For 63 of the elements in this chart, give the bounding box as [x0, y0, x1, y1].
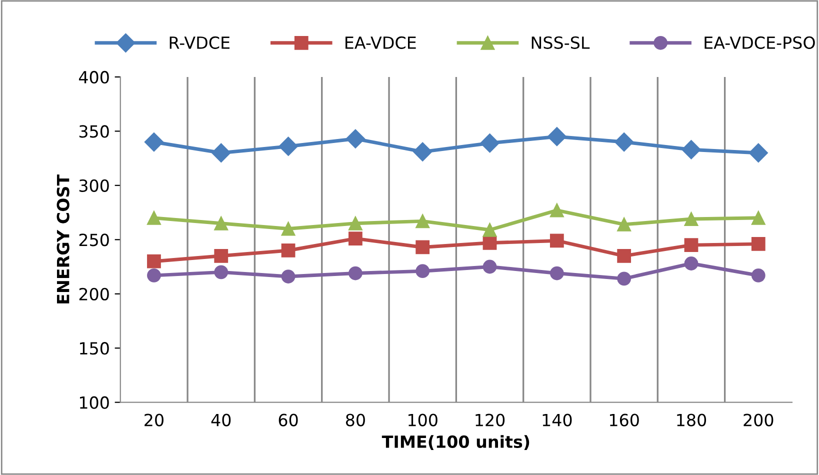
x-axis-title: TIME(100 units): [382, 435, 530, 450]
point: [348, 232, 362, 246]
point: [147, 211, 161, 225]
point: [684, 212, 698, 226]
point: [416, 264, 430, 278]
legend-label: EA-VDCE-PSO: [704, 36, 815, 49]
y-tick-label: 350: [79, 125, 109, 138]
point: [278, 136, 298, 156]
x-tick-label: 100: [408, 414, 438, 426]
point: [147, 254, 161, 268]
point: [751, 211, 766, 225]
point: [281, 222, 296, 236]
point: [147, 268, 161, 282]
point: [348, 216, 362, 230]
point: [617, 218, 632, 232]
point: [547, 127, 566, 146]
x-tick-label: 160: [610, 414, 639, 426]
y-tick-label: 400: [78, 70, 109, 84]
x-tick-label: 140: [542, 414, 572, 426]
x-tick-label: 180: [677, 414, 706, 426]
x-tick-label: 40: [211, 414, 231, 426]
x-tick-label: 80: [346, 414, 365, 426]
point: [416, 214, 430, 228]
point: [482, 260, 497, 274]
y-tick-label: 200: [79, 288, 109, 300]
point: [617, 248, 632, 263]
legend-label: NSS-SL: [532, 36, 590, 49]
point: [346, 129, 365, 148]
point: [684, 238, 698, 252]
point: [614, 132, 634, 152]
point: [550, 266, 564, 280]
point: [214, 265, 228, 280]
x-tick-label: 200: [744, 414, 774, 426]
point: [550, 234, 564, 248]
y-tick-label: 250: [79, 234, 109, 246]
point: [748, 143, 768, 162]
x-tick-label: 60: [278, 414, 298, 426]
point: [144, 132, 164, 152]
point: [751, 237, 766, 251]
point: [751, 268, 766, 282]
y-tick-label: 100: [80, 396, 109, 409]
point: [281, 270, 296, 284]
point: [348, 266, 362, 280]
y-tick-label: 300: [79, 179, 109, 192]
point: [550, 203, 564, 218]
y-tick-label: 150: [80, 342, 109, 355]
x-tick-label: 120: [476, 414, 505, 426]
point: [413, 142, 432, 162]
legend-label: EA-VDCE: [346, 36, 416, 49]
point: [684, 256, 698, 270]
point: [416, 240, 430, 254]
point: [682, 140, 701, 160]
point: [480, 134, 500, 153]
x-tick-label: 20: [144, 414, 164, 426]
point: [214, 216, 228, 230]
y-axis-title: ENERGY COST: [56, 174, 70, 304]
point: [482, 222, 497, 237]
point: [482, 236, 497, 250]
legend-label: R-VDCE: [170, 36, 230, 49]
point: [281, 244, 296, 258]
point: [212, 143, 231, 162]
point: [617, 272, 632, 286]
point: [214, 248, 228, 263]
